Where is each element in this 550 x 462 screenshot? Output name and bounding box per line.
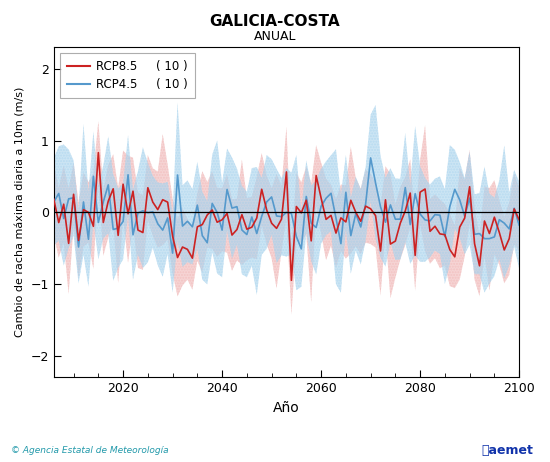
Text: Ⓟaemet: Ⓟaemet <box>482 444 534 457</box>
Text: © Agencia Estatal de Meteorología: © Agencia Estatal de Meteorología <box>11 446 169 455</box>
Legend: RCP8.5     ( 10 ), RCP4.5     ( 10 ): RCP8.5 ( 10 ), RCP4.5 ( 10 ) <box>60 53 195 98</box>
X-axis label: Año: Año <box>273 401 300 415</box>
Text: ANUAL: ANUAL <box>254 30 296 43</box>
Y-axis label: Cambio de racha máxima diaria a 10m (m/s): Cambio de racha máxima diaria a 10m (m/s… <box>15 87 25 337</box>
Text: GALICIA-COSTA: GALICIA-COSTA <box>210 14 340 29</box>
